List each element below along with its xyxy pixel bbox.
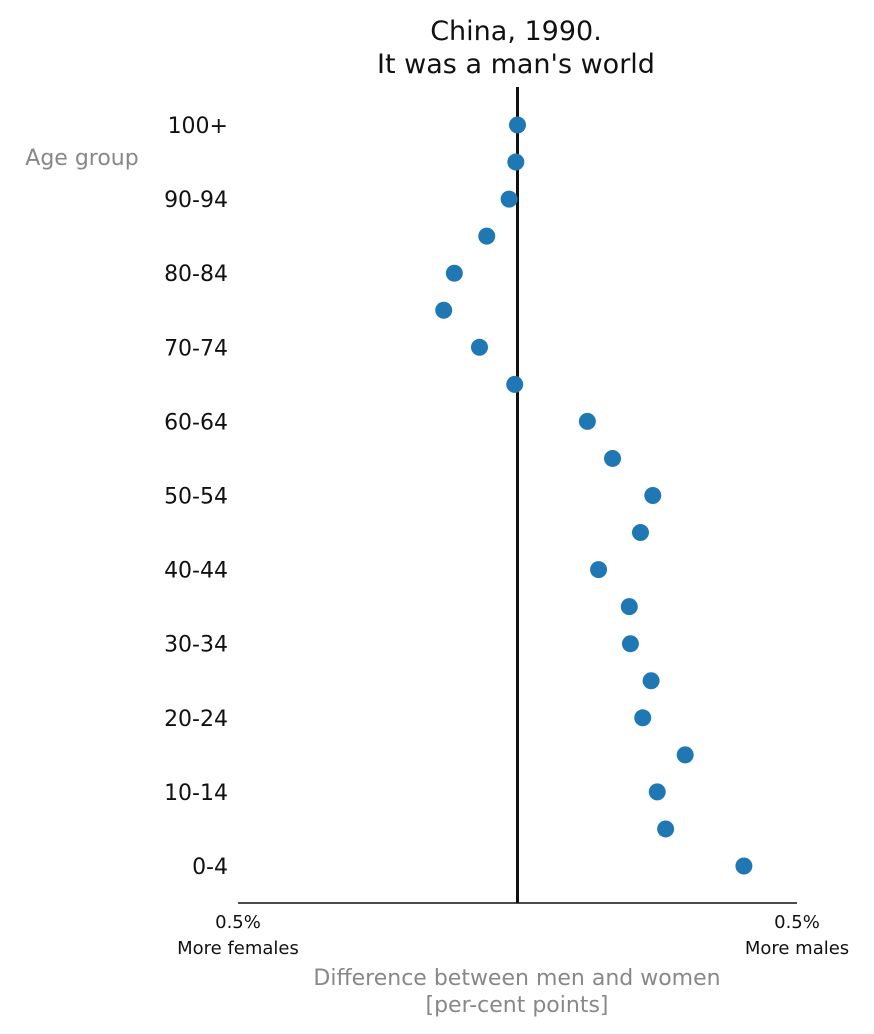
data-point-30-34	[621, 635, 639, 653]
y-tick-label: 90-94	[164, 188, 228, 213]
y-tick-labels: 0-4 10-14 20-24 30-34 40-44 50-54 60-64 70-74 80…	[164, 114, 228, 880]
data-point-55-59	[604, 449, 622, 467]
y-tick-label: 70-74	[164, 336, 228, 361]
data-point-80-84	[445, 264, 463, 282]
y-tick-label: 60-64	[164, 410, 228, 435]
y-tick-label: 30-34	[164, 633, 228, 658]
data-point-60-64	[578, 412, 596, 430]
y-tick-label: 20-24	[164, 707, 228, 732]
chart-title: China, 1990.It was a man's world	[377, 16, 655, 80]
x-tick-labels: 0.5% More females 0.5% More males	[177, 912, 849, 959]
data-point-90-94	[500, 190, 518, 208]
y-axis-label: Age group	[25, 146, 138, 171]
x-axis-label-line: [per-cent points]	[425, 993, 608, 1018]
x-tick-label: 0.5%	[774, 912, 820, 933]
data-point-45-49	[631, 524, 649, 542]
data-point-20-24	[634, 709, 652, 727]
data-point-15-19	[676, 746, 694, 764]
data-point-85-89	[478, 227, 496, 245]
data-point-70-74	[470, 338, 488, 356]
x-tick-label: 0.5%	[215, 912, 261, 933]
y-tick-label: 40-44	[164, 559, 228, 584]
x-tick-label: More females	[177, 938, 299, 959]
data-point-5-9	[657, 820, 675, 838]
data-point-0-4	[735, 857, 753, 875]
x-axis-label-line: Difference between men and women	[313, 966, 720, 991]
data-point-50-54	[644, 487, 662, 504]
data-point-10-14	[648, 783, 666, 801]
y-tick-label: 80-84	[164, 262, 228, 287]
y-tick-label: 10-14	[164, 781, 228, 806]
chart-title-line: China, 1990.	[430, 16, 602, 47]
data-point-25-29	[642, 672, 660, 690]
x-tick-label: More males	[745, 938, 849, 959]
y-tick-label: 50-54	[164, 485, 228, 510]
chart-title-line: It was a man's world	[377, 49, 655, 80]
data-point-35-39	[620, 598, 638, 616]
data-points	[435, 116, 753, 875]
data-point-100+	[509, 116, 526, 134]
data-point-40-44	[590, 561, 608, 579]
data-point-95-99	[507, 153, 525, 171]
data-point-65-69	[506, 375, 524, 393]
y-tick-label: 0-4	[192, 855, 228, 880]
x-axis-label: Difference between men and women[per-cen…	[313, 966, 720, 1018]
y-tick-label: 100+	[168, 114, 228, 139]
data-point-75-79	[435, 301, 453, 319]
